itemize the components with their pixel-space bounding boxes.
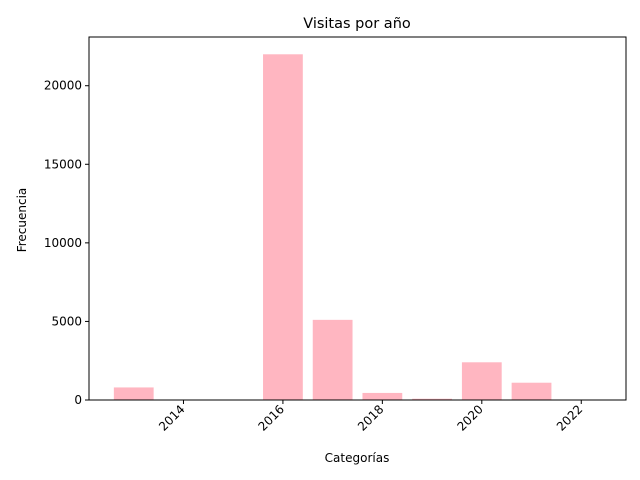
x-axis: 2014 2016 2018 2020 2022	[156, 400, 585, 434]
bar-2018	[362, 392, 403, 400]
chart-title: Visitas por año	[303, 16, 411, 32]
x-axis-label: Categorías	[325, 451, 390, 465]
y-tick-label: 0	[74, 393, 82, 407]
bars-group	[113, 54, 552, 400]
x-tick-label: 2016	[256, 402, 287, 433]
y-tick-label: 5000	[51, 314, 82, 328]
bar-2013	[113, 387, 154, 400]
y-axis: 0 5000 10000 15000 20000	[44, 79, 89, 407]
x-tick-label: 2022	[554, 402, 585, 433]
y-tick-label: 15000	[44, 157, 82, 171]
x-tick-label: 2020	[454, 402, 485, 433]
bar-2020	[461, 362, 502, 400]
y-axis-label: Frecuencia	[15, 188, 29, 253]
y-tick-label: 10000	[44, 236, 82, 250]
bar-2021	[511, 382, 552, 400]
y-tick-label: 20000	[44, 79, 82, 93]
plot-frame	[88, 36, 627, 401]
bar-2016	[263, 54, 303, 400]
bar-2017	[312, 319, 353, 400]
bar-2019	[412, 398, 452, 400]
x-tick-label: 2014	[156, 402, 187, 433]
x-tick-label: 2018	[355, 402, 386, 433]
